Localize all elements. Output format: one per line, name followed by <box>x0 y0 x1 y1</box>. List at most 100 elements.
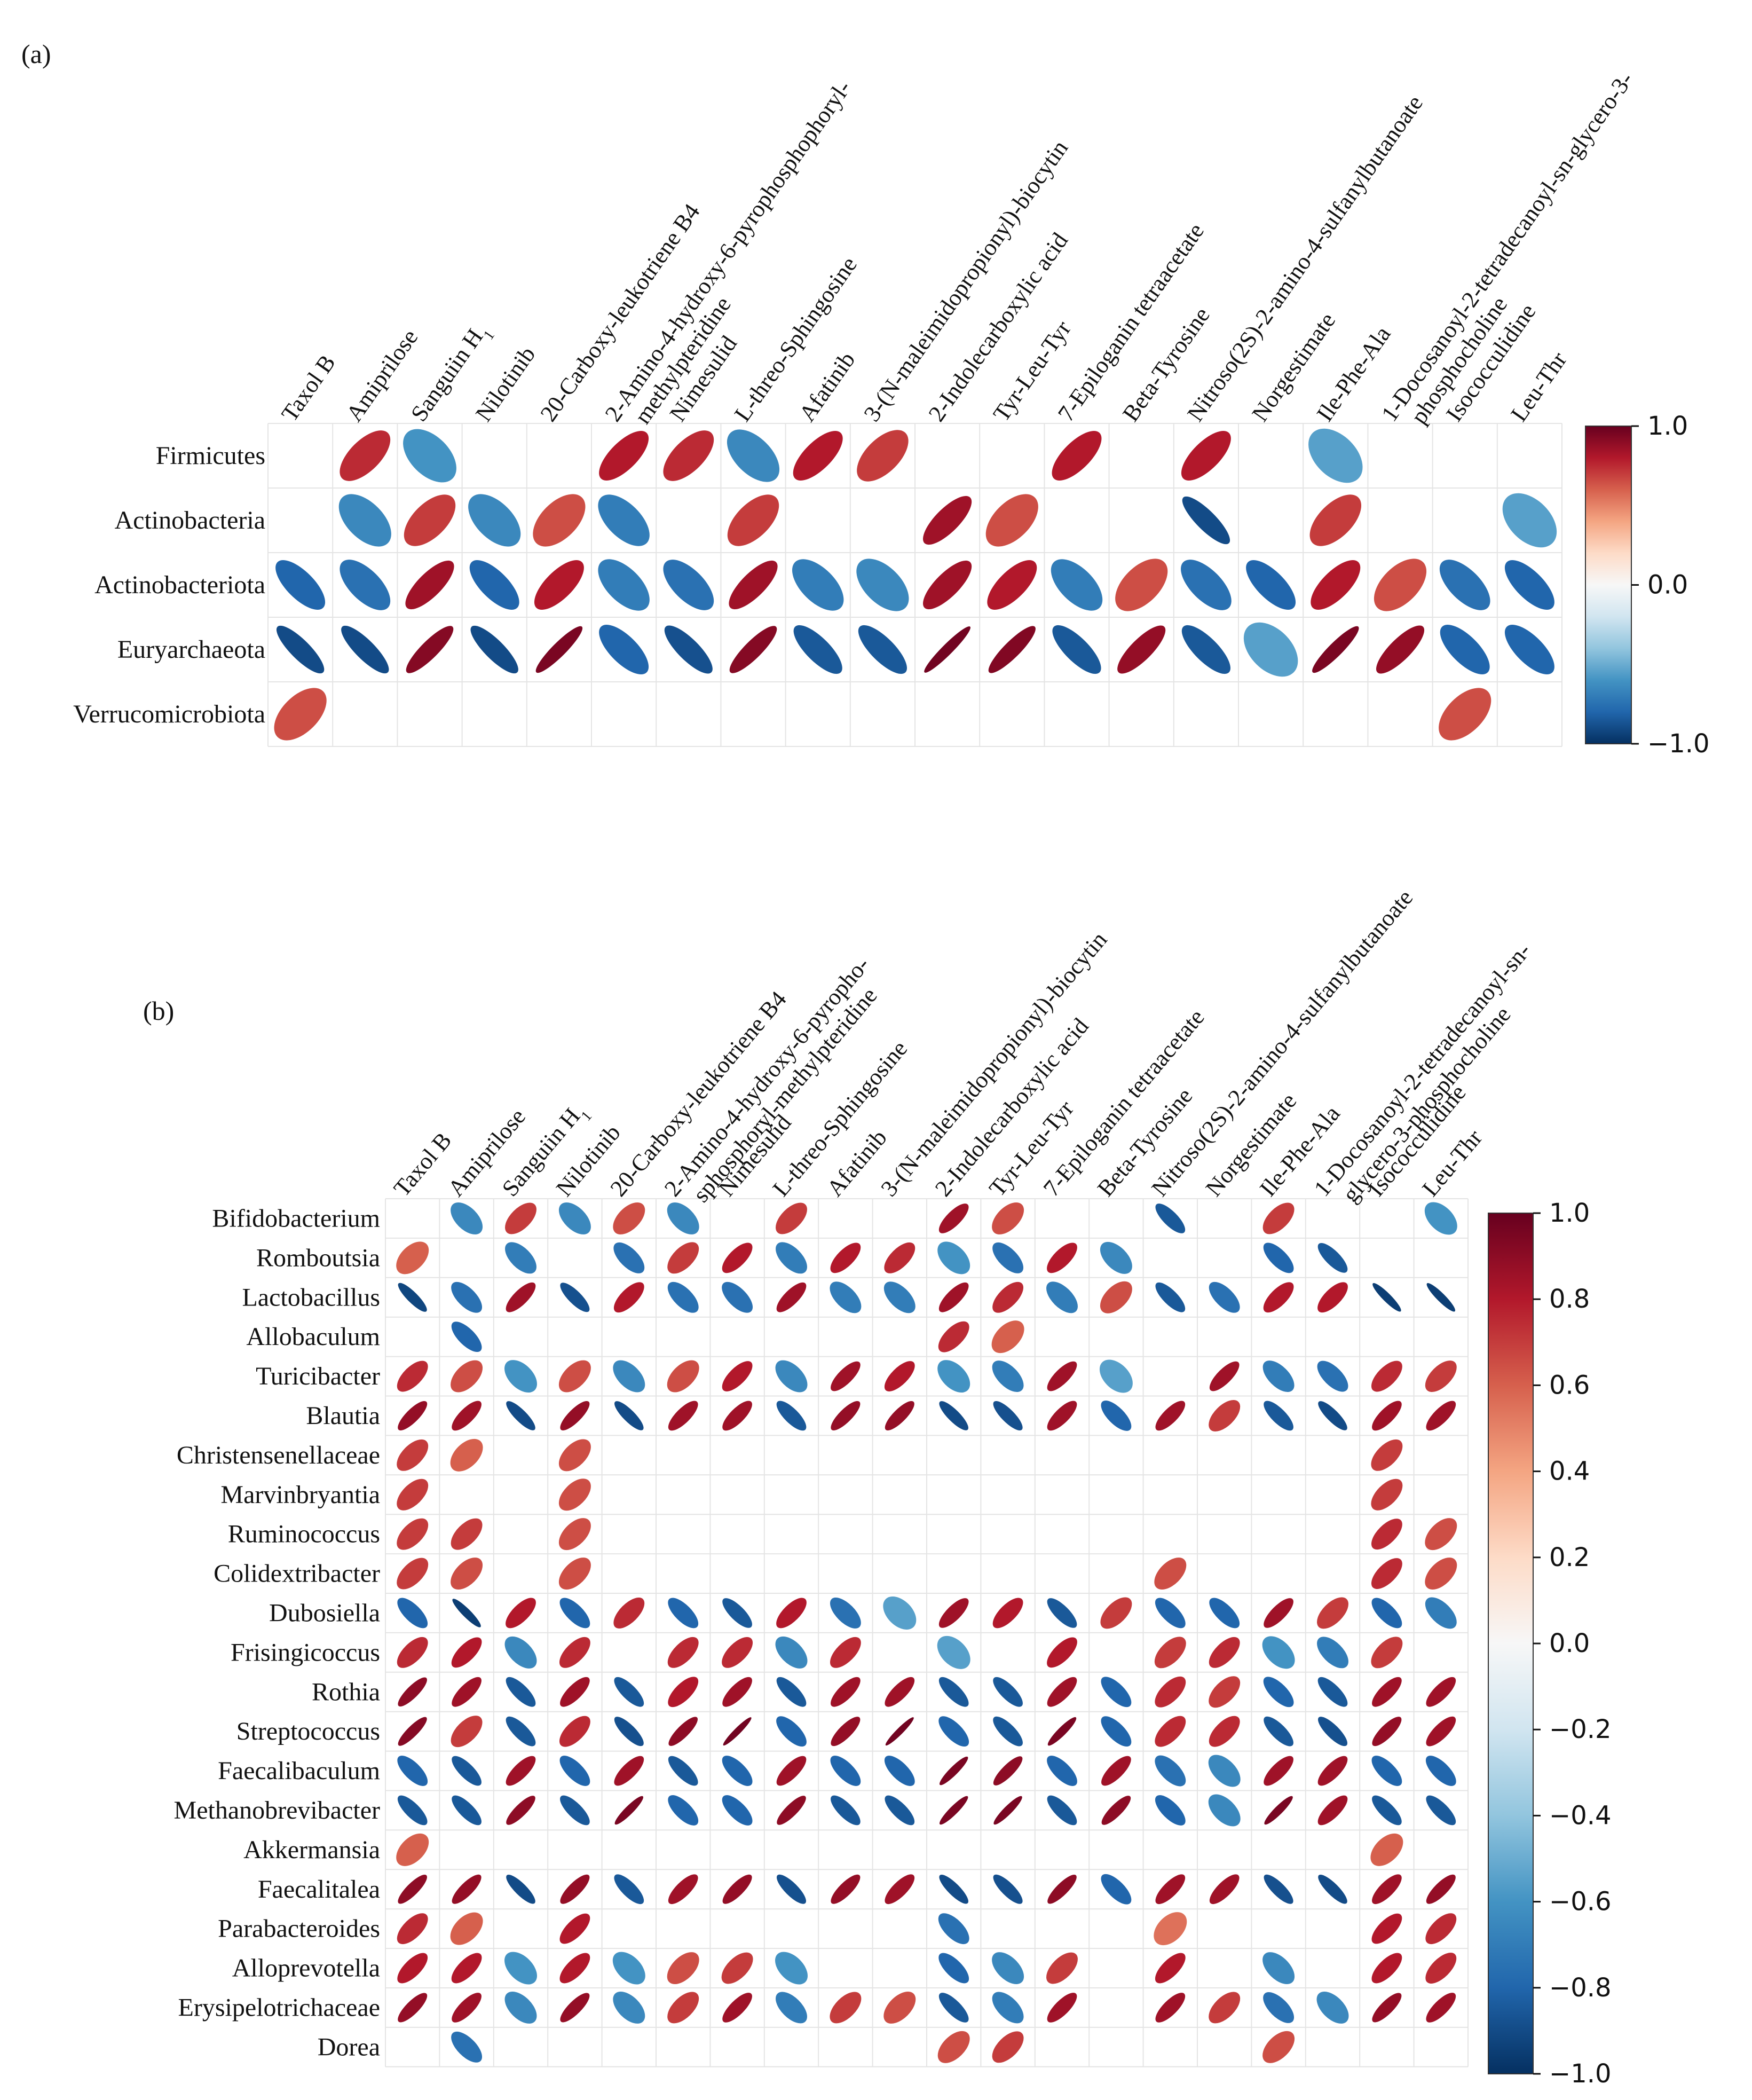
row-label: Akkermansia <box>243 1836 380 1864</box>
correlation-ellipse <box>885 1717 914 1746</box>
correlation-ellipse <box>1312 626 1359 673</box>
correlation-ellipse <box>1209 1874 1240 1905</box>
correlation-ellipse <box>1246 560 1296 610</box>
correlation-ellipse <box>992 2031 1024 2063</box>
row-label: Ruminococcus <box>228 1520 380 1548</box>
panel-a-cells <box>274 428 1557 741</box>
correlation-ellipse <box>721 1952 753 1984</box>
correlation-ellipse <box>559 1953 590 1984</box>
correlation-ellipse <box>1426 1993 1456 2023</box>
colorbar-tick-label: 0.2 <box>1549 1543 1590 1572</box>
correlation-ellipse <box>452 1993 482 2023</box>
colorbar-tick-label: −0.6 <box>1549 1887 1612 1917</box>
correlation-ellipse <box>1264 1874 1293 1904</box>
correlation-ellipse <box>612 1952 645 1985</box>
correlation-ellipse <box>506 1756 536 1786</box>
correlation-ellipse <box>396 1241 429 1275</box>
correlation-ellipse <box>1318 1401 1347 1430</box>
correlation-ellipse <box>992 1281 1024 1313</box>
correlation-ellipse <box>506 1874 535 1904</box>
correlation-ellipse <box>722 1361 753 1391</box>
panel-a-row-labels: Firmicutes Actinobacteria Actinobacteriota… <box>73 442 265 728</box>
correlation-ellipse <box>1425 1756 1456 1786</box>
correlation-ellipse <box>1154 1558 1187 1590</box>
correlation-ellipse <box>1262 1360 1295 1393</box>
correlation-ellipse <box>776 1716 807 1747</box>
correlation-ellipse <box>560 1677 590 1707</box>
correlation-ellipse <box>722 1401 752 1431</box>
correlation-ellipse <box>396 1833 429 1866</box>
correlation-ellipse <box>452 1874 482 1904</box>
correlation-ellipse <box>1052 625 1101 674</box>
correlation-ellipse <box>1502 493 1557 548</box>
correlation-ellipse <box>883 1991 916 2024</box>
correlation-ellipse <box>830 1992 862 2024</box>
correlation-ellipse <box>504 1991 537 2024</box>
correlation-ellipse <box>1209 1399 1241 1432</box>
colorbar-gradient <box>1585 426 1632 744</box>
correlation-ellipse <box>504 1360 537 1393</box>
correlation-ellipse <box>1317 1717 1348 1747</box>
correlation-ellipse <box>397 1360 428 1392</box>
correlation-ellipse <box>988 626 1036 673</box>
row-label: Christensenellaceae <box>177 1441 380 1469</box>
correlation-ellipse <box>722 1874 752 1904</box>
correlation-ellipse <box>1504 625 1554 674</box>
correlation-ellipse <box>613 1360 645 1393</box>
correlation-ellipse <box>398 1717 427 1746</box>
correlation-ellipse <box>667 1281 699 1313</box>
correlation-ellipse <box>830 1637 861 1668</box>
correlation-ellipse <box>1317 1756 1348 1786</box>
correlation-ellipse <box>1262 2031 1295 2063</box>
correlation-ellipse <box>939 1756 968 1786</box>
correlation-ellipse <box>830 1756 861 1786</box>
correlation-ellipse <box>1182 496 1230 545</box>
correlation-ellipse <box>668 1874 698 1905</box>
correlation-ellipse <box>668 1401 698 1431</box>
column-label: Nitroso(2S)-2-amino-4-sulfanylbutanoate <box>1182 91 1428 427</box>
correlation-ellipse <box>1100 1241 1132 1274</box>
correlation-ellipse <box>776 1202 807 1234</box>
correlation-ellipse <box>885 1874 915 1905</box>
row-label: Dorea <box>318 2033 380 2061</box>
correlation-ellipse <box>1317 1360 1348 1392</box>
correlation-ellipse <box>668 1756 698 1786</box>
correlation-ellipse <box>1047 1598 1077 1628</box>
correlation-ellipse <box>667 1360 699 1393</box>
correlation-ellipse <box>1426 1795 1456 1826</box>
correlation-ellipse <box>722 1598 752 1628</box>
correlation-ellipse <box>559 1913 590 1944</box>
correlation-ellipse <box>614 1796 644 1825</box>
correlation-ellipse <box>613 1282 644 1313</box>
correlation-ellipse <box>599 431 649 481</box>
correlation-ellipse <box>1181 560 1232 610</box>
correlation-ellipse <box>451 1558 483 1590</box>
correlation-ellipse <box>559 1598 590 1629</box>
correlation-ellipse <box>535 626 583 673</box>
correlation-ellipse <box>1155 1716 1186 1747</box>
correlation-ellipse <box>883 1596 917 1630</box>
correlation-ellipse <box>1155 1598 1186 1629</box>
row-label: Frisingicoccus <box>231 1638 380 1666</box>
correlation-ellipse <box>1209 1598 1240 1629</box>
correlation-ellipse <box>1372 1283 1401 1312</box>
correlation-ellipse <box>406 626 454 673</box>
correlation-ellipse <box>668 1795 699 1826</box>
correlation-ellipse <box>1372 1677 1402 1707</box>
correlation-ellipse <box>663 560 714 610</box>
correlation-ellipse <box>993 1401 1023 1430</box>
row-label: Firmicutes <box>156 442 265 470</box>
correlation-ellipse <box>727 494 779 546</box>
correlation-ellipse <box>831 1401 861 1430</box>
correlation-ellipse <box>885 1677 915 1707</box>
correlation-ellipse <box>1371 1637 1403 1669</box>
row-label: Colidextribacter <box>214 1560 380 1588</box>
correlation-ellipse <box>993 1756 1023 1786</box>
correlation-ellipse <box>722 1795 753 1826</box>
correlation-ellipse <box>885 1401 914 1430</box>
correlation-ellipse <box>397 1795 428 1826</box>
row-label: Alloprevotella <box>232 1954 380 1983</box>
correlation-ellipse <box>1426 1677 1456 1707</box>
row-label: Dubosiella <box>269 1599 380 1627</box>
